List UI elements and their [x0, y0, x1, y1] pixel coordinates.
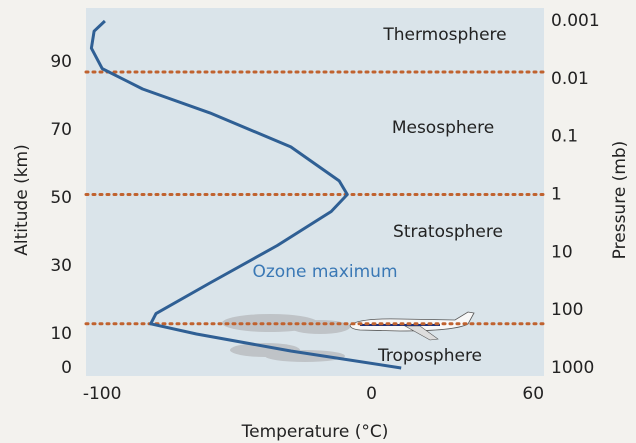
y-tick-label: 10 [50, 324, 72, 344]
y-tick-label: 0 [61, 358, 72, 378]
y2-tick-label: 100 [551, 300, 583, 320]
airplane [349, 311, 475, 341]
y2-tick-label: 0.1 [551, 127, 578, 147]
y-tick-label: 70 [50, 120, 72, 140]
x-axis-title: Temperature (°C) [241, 422, 389, 442]
y-tick-label: 50 [50, 188, 72, 208]
y2-tick-label: 0.01 [551, 69, 589, 89]
x-tick-label: 60 [522, 384, 544, 404]
y2-tick-label: 10 [551, 242, 573, 262]
annotation: Ozone maximum [253, 262, 398, 282]
y2-tick-label: 1 [551, 185, 562, 205]
x-tick-label: -100 [83, 384, 122, 404]
y2-axis-title: Pressure (mb) [610, 141, 630, 260]
y-axis-title: Altitude (km) [12, 144, 32, 256]
temperature-line [89, 19, 402, 370]
y-tick-label: 30 [50, 256, 72, 276]
x-tick-label: 0 [366, 384, 377, 404]
y2-tick-label: 1000 [551, 358, 594, 378]
y2-tick-label: 0.001 [551, 11, 600, 31]
layer-label: Troposphere [377, 346, 482, 366]
y-tick-label: 90 [50, 52, 72, 72]
layer-label: Thermosphere [382, 25, 506, 45]
layer-label: Stratosphere [393, 222, 503, 242]
layer-label: Mesosphere [392, 118, 494, 138]
